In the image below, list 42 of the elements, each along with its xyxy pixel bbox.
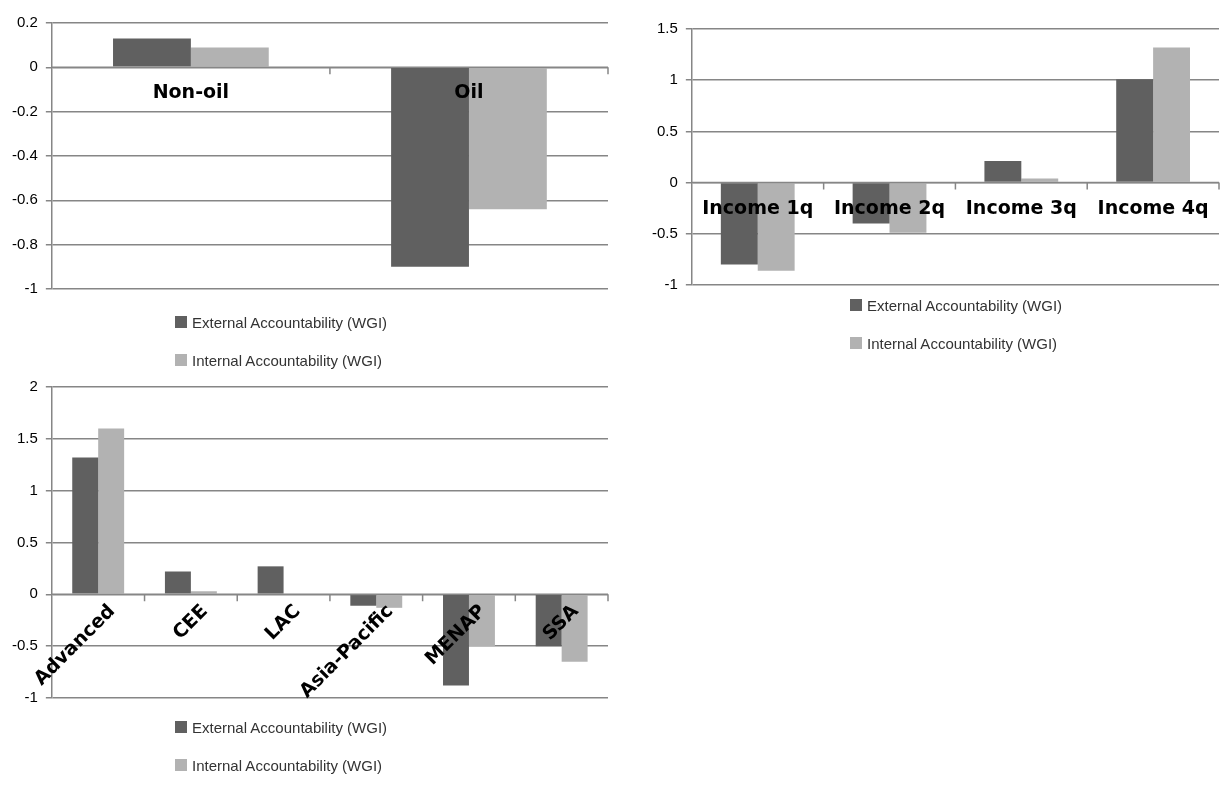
y-tick-label: 0	[29, 584, 38, 602]
y-tick-label: -1	[664, 275, 678, 293]
bar	[190, 47, 269, 67]
x-tick-label: Income 1q	[702, 195, 814, 218]
y-tick-label: 1.5	[656, 19, 678, 37]
legend-label: External Accountability (WGI)	[192, 313, 388, 331]
bar	[72, 457, 99, 594]
y-tick-label: -1	[24, 688, 38, 706]
y-tick-label: 0	[29, 57, 38, 75]
bar	[350, 595, 377, 606]
bar	[190, 591, 217, 594]
y-tick-label: -0.4	[11, 146, 38, 164]
y-tick-label: 0	[669, 172, 678, 190]
bar	[164, 571, 191, 594]
y-tick-label: 0.5	[656, 121, 678, 139]
legend-label: Internal Accountability (WGI)	[192, 351, 383, 369]
bar	[1021, 178, 1059, 182]
bar	[1116, 79, 1154, 182]
y-tick-label: -0.8	[11, 234, 38, 252]
x-tick-label: Non-oil	[152, 80, 230, 103]
y-tick-label: 1	[29, 480, 38, 498]
x-tick-label: Income 2q	[834, 195, 946, 218]
legend-label: Internal Accountability (WGI)	[867, 334, 1058, 352]
bar	[984, 161, 1022, 182]
y-tick-label: -0.5	[651, 223, 678, 241]
y-tick-label: 0.2	[16, 13, 38, 31]
legend-label: Internal Accountability (WGI)	[192, 756, 383, 774]
y-tick-label: -1	[24, 279, 38, 297]
y-tick-label: 0.5	[16, 532, 38, 550]
legend-label: External Accountability (WGI)	[867, 296, 1063, 314]
y-tick-label: -0.6	[11, 190, 38, 208]
x-tick-label: Income 3q	[965, 195, 1077, 218]
bar	[257, 566, 284, 594]
bar	[113, 38, 191, 67]
y-tick-label: 2	[29, 377, 38, 395]
x-tick-label: Income 4q	[1097, 195, 1209, 218]
bar	[1153, 47, 1191, 182]
y-tick-label: 1.5	[16, 428, 38, 446]
bar	[98, 428, 125, 594]
y-tick-label: 1	[669, 70, 678, 88]
y-tick-label: -0.2	[11, 101, 38, 119]
legend-label: External Accountability (WGI)	[192, 718, 388, 736]
